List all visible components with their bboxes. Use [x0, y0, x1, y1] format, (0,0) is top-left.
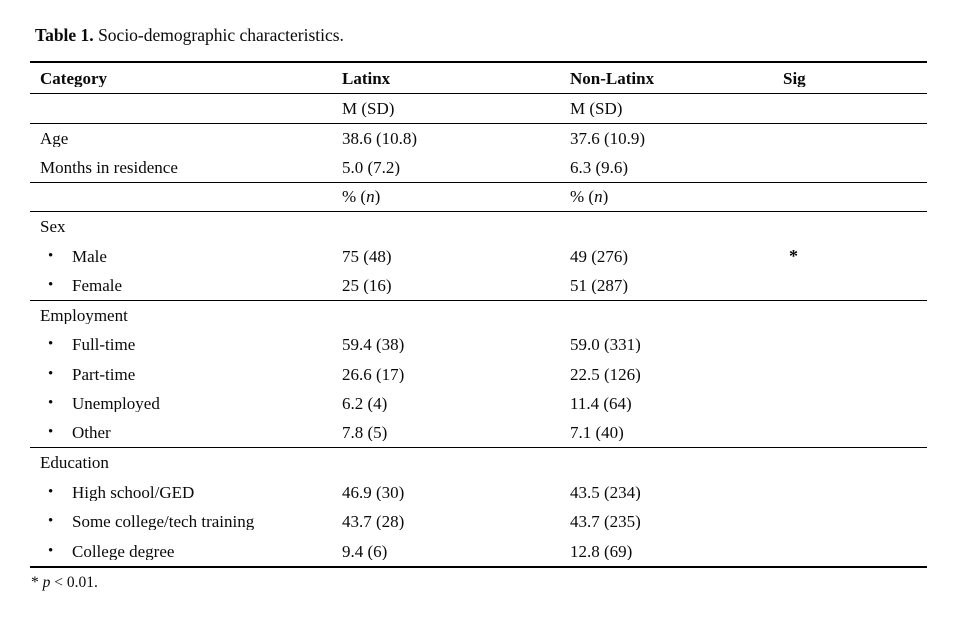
bullet-icon: • — [48, 365, 54, 382]
bullet-icon: • — [48, 513, 54, 530]
nonlatinx-value-cell: 12.8 (69) — [570, 542, 633, 560]
table-header-row: Category Latinx Non-Latinx Sig — [30, 63, 927, 94]
category-label: Full-time — [72, 336, 136, 354]
table-row: • High school/GED 46.9 (30) 43.5 (234) — [30, 478, 927, 508]
table-row: • Male 75 (48) 49 (276) * — [30, 242, 927, 272]
table-title-caption: Socio-demographic characteristics. — [98, 25, 344, 45]
category-cell: Months in residence — [30, 159, 342, 176]
table-title: Table 1. Socio-demographic characteristi… — [35, 25, 344, 46]
bullet-icon: • — [48, 542, 54, 559]
latinx-value-cell: 25 (16) — [342, 276, 392, 294]
bullet-icon: • — [48, 483, 54, 500]
nonlatinx-value-cell: M (SD) — [570, 99, 623, 117]
category-label: College degree — [72, 542, 175, 560]
category-label: Education — [40, 454, 109, 472]
category-cell: • Unemployed — [30, 395, 342, 412]
category-cell: Sex — [30, 218, 342, 235]
category-cell: • Some college/tech training — [30, 513, 342, 530]
latinx-value-cell: 38.6 (10.8) — [342, 129, 418, 147]
table-title-label: Table 1. — [35, 25, 94, 45]
table-row: Employment — [30, 301, 927, 331]
latinx-value-cell: 6.2 (4) — [342, 395, 388, 413]
nonlatinx-value-cell: 22.5 (126) — [570, 365, 641, 383]
footnote-symbol: * — [31, 574, 39, 591]
table-row: • Other 7.8 (5) 7.1 (40) — [30, 419, 927, 448]
table-row: • Some college/tech training 43.7 (28) 43.7… — [30, 507, 927, 537]
category-cell: • College degree — [30, 543, 342, 560]
nonlatinx-value-cell: 49 (276) — [570, 247, 629, 265]
category-label: Unemployed — [72, 395, 160, 413]
category-cell: Employment — [30, 307, 342, 324]
category-cell: • Male — [30, 248, 342, 265]
latinx-value-cell: 5.0 (7.2) — [342, 158, 401, 176]
table-row: • Full-time 59.4 (38) 59.0 (331) — [30, 330, 927, 360]
nonlatinx-value-cell: 59.0 (331) — [570, 336, 641, 354]
table-row: • Female 25 (16) 51 (287) — [30, 271, 927, 301]
category-label: Other — [72, 424, 111, 442]
latinx-value-cell: % (n) — [342, 188, 381, 206]
table-body: M (SD) M (SD) Age 38.6 (10.8) 37.6 (10.9) Mon… — [30, 94, 927, 566]
column-header-sig: Sig — [783, 69, 806, 87]
latinx-value-cell: 75 (48) — [342, 247, 392, 265]
footnote-variable: p — [42, 574, 51, 591]
nonlatinx-value-cell: 7.1 (40) — [570, 424, 624, 442]
category-label: Months in residence — [40, 158, 178, 176]
table-row: • College degree 9.4 (6) 12.8 (69) — [30, 537, 927, 567]
latinx-value-cell: 43.7 (28) — [342, 513, 405, 531]
table-row: Sex — [30, 212, 927, 242]
bullet-icon: • — [48, 276, 54, 293]
table-row: % (n) % (n) — [30, 183, 927, 212]
bullet-icon: • — [48, 247, 54, 264]
latinx-value-cell: 7.8 (5) — [342, 424, 388, 442]
category-label: Female — [72, 276, 123, 294]
footnote: * p < 0.01. — [31, 574, 98, 592]
sig-cell: * — [789, 247, 798, 266]
category-cell: • Female — [30, 277, 342, 294]
table-row: M (SD) M (SD) — [30, 94, 927, 124]
table-row: Age 38.6 (10.8) 37.6 (10.9) — [30, 124, 927, 154]
table-row: Education — [30, 448, 927, 478]
latinx-value-cell: 26.6 (17) — [342, 365, 405, 383]
category-label: High school/GED — [72, 483, 195, 501]
table-row: Months in residence 5.0 (7.2) 6.3 (9.6) — [30, 153, 927, 183]
latinx-value-cell: M (SD) — [342, 99, 395, 117]
nonlatinx-value-cell: 37.6 (10.9) — [570, 129, 646, 147]
category-cell: • Other — [30, 424, 342, 441]
latinx-value-cell: 59.4 (38) — [342, 336, 405, 354]
latinx-value-cell: 9.4 (6) — [342, 542, 388, 560]
bullet-icon: • — [48, 395, 54, 412]
nonlatinx-value-cell: 51 (287) — [570, 276, 629, 294]
category-cell: Age — [30, 130, 342, 147]
bullet-icon: • — [48, 424, 54, 441]
nonlatinx-value-cell: 6.3 (9.6) — [570, 158, 629, 176]
latinx-value-cell: 46.9 (30) — [342, 483, 405, 501]
category-label: Employment — [40, 306, 128, 324]
category-label: Some college/tech training — [72, 513, 255, 531]
column-header-nonlatinx: Non-Latinx — [570, 69, 655, 87]
column-header-latinx: Latinx — [342, 69, 391, 87]
nonlatinx-value-cell: % (n) — [570, 188, 609, 206]
category-label: Part-time — [72, 365, 136, 383]
column-header-category: Category — [40, 69, 108, 87]
table-row: • Unemployed 6.2 (4) 11.4 (64) — [30, 389, 927, 419]
nonlatinx-value-cell: 43.7 (235) — [570, 513, 641, 531]
footnote-text: < 0.01. — [54, 574, 98, 591]
table: Category Latinx Non-Latinx Sig M (SD) M (… — [30, 61, 927, 568]
bullet-icon: • — [48, 336, 54, 353]
category-label: Sex — [40, 218, 66, 236]
nonlatinx-value-cell: 11.4 (64) — [570, 395, 632, 413]
category-label: Male — [72, 247, 107, 265]
category-cell: • Full-time — [30, 336, 342, 353]
category-cell: • High school/GED — [30, 484, 342, 501]
table-row: • Part-time 26.6 (17) 22.5 (126) — [30, 360, 927, 390]
category-label: Age — [40, 129, 69, 147]
nonlatinx-value-cell: 43.5 (234) — [570, 483, 641, 501]
category-cell: • Part-time — [30, 366, 342, 383]
category-cell: Education — [30, 454, 342, 471]
